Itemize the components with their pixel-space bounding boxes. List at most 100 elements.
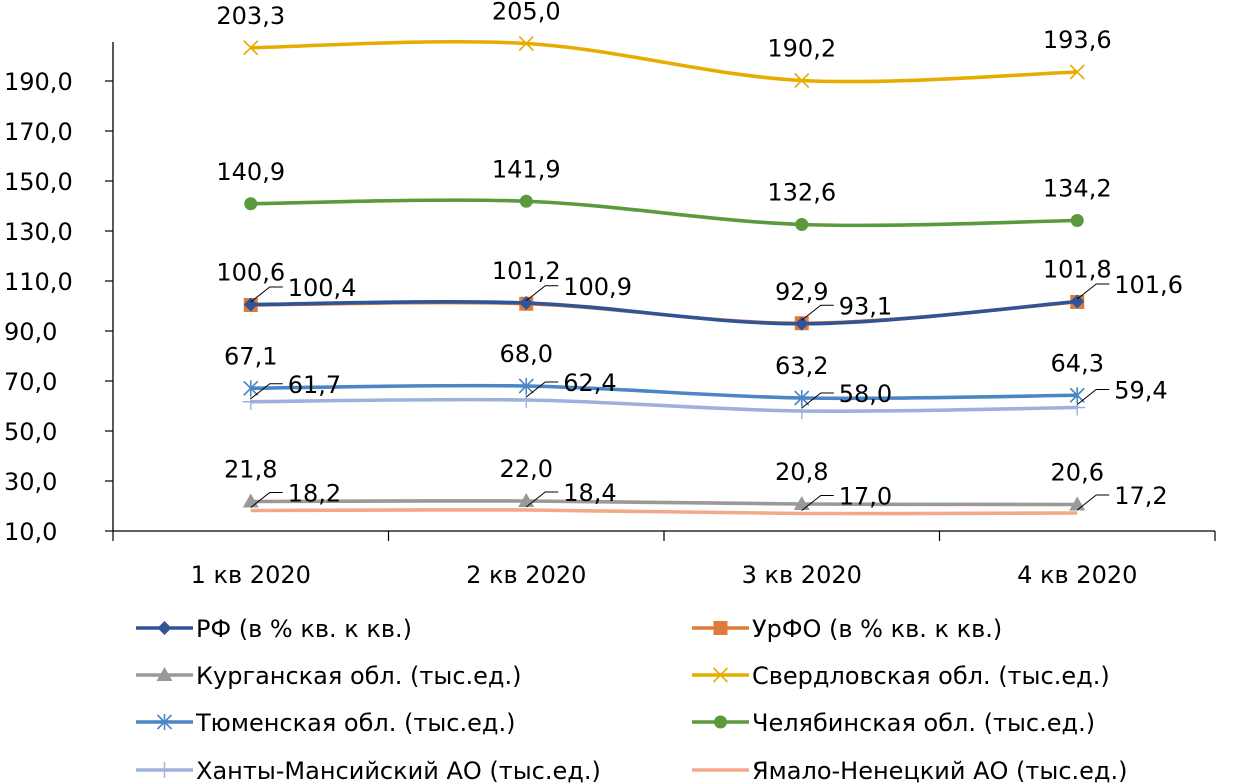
leader-line xyxy=(250,286,283,303)
series-4 xyxy=(243,35,1085,89)
series-layer xyxy=(242,35,1086,516)
legend-item-4: Свердловская обл. (тыс.ед.) xyxy=(692,662,1110,690)
legend-item-2: УрФО (в % кв. к кв.) xyxy=(692,615,1002,643)
data-label: 193,6 xyxy=(1043,26,1112,54)
data-point xyxy=(243,380,259,397)
legend-label: Ямало-Ненецкий АО (тыс.ед.) xyxy=(752,757,1128,783)
legend-item-5: Тюменская обл. (тыс.ед.) xyxy=(136,709,515,737)
series-5 xyxy=(243,378,1085,406)
data-point xyxy=(243,40,259,56)
y-tick-label: 10,0 xyxy=(4,518,57,546)
legend-item-6: Челябинская обл. (тыс.ед.) xyxy=(692,709,1095,737)
data-label: 59,4 xyxy=(1114,377,1167,405)
data-point xyxy=(795,218,809,231)
leader-line xyxy=(801,495,834,511)
series-line xyxy=(250,383,1078,401)
series-6 xyxy=(244,194,1084,231)
data-label: 205,0 xyxy=(492,0,561,26)
x-tick-label: 4 кв 2020 xyxy=(1017,561,1137,589)
series-line xyxy=(250,39,1078,84)
y-tick-label: 110,0 xyxy=(4,268,73,296)
legend: РФ (в % кв. к кв.) УрФО (в % кв. к кв.) Ку… xyxy=(136,615,1128,783)
series-line xyxy=(250,499,1078,507)
leader-line xyxy=(250,492,283,508)
data-label: 190,2 xyxy=(767,35,836,63)
legend-marker xyxy=(156,667,173,681)
data-point xyxy=(794,316,809,331)
data-label: 100,9 xyxy=(563,273,632,301)
data-label: 68,0 xyxy=(500,340,553,368)
series-line xyxy=(250,508,1078,516)
data-point xyxy=(519,194,533,208)
legend-marker xyxy=(713,621,728,635)
series-7 xyxy=(242,392,1086,419)
legend-label: Тюменская обл. (тыс.ед.) xyxy=(195,709,515,737)
legend-marker xyxy=(156,762,173,778)
data-label: 20,8 xyxy=(775,458,828,486)
leader-line xyxy=(525,285,559,302)
y-tick-label: 50,0 xyxy=(4,418,57,446)
data-point xyxy=(243,297,258,312)
data-point xyxy=(519,296,534,310)
legend-label: Свердловская обл. (тыс.ед.) xyxy=(752,662,1110,690)
y-tick-label: 70,0 xyxy=(4,368,57,396)
series-1 xyxy=(243,294,1085,331)
legend-marker xyxy=(712,667,729,683)
data-label: 100,4 xyxy=(288,274,357,302)
data-label: 20,6 xyxy=(1051,459,1104,487)
data-label: 22,0 xyxy=(500,455,553,483)
y-tick-label: 90,0 xyxy=(4,318,57,346)
data-point xyxy=(242,393,259,410)
data-label: 101,8 xyxy=(1043,256,1112,284)
data-label: 141,9 xyxy=(492,155,561,183)
leader-line xyxy=(801,304,834,321)
data-label: 134,2 xyxy=(1043,175,1112,203)
data-label: 61,7 xyxy=(288,371,341,399)
series-line xyxy=(250,397,1078,414)
data-label: 132,6 xyxy=(767,179,836,207)
data-label: 100,6 xyxy=(216,259,285,287)
data-label: 17,0 xyxy=(839,483,892,511)
y-tick-label: 190,0 xyxy=(4,68,73,96)
x-tick-label: 1 кв 2020 xyxy=(191,561,311,589)
data-label: 64,3 xyxy=(1051,349,1104,377)
y-tick-label: 150,0 xyxy=(4,168,73,196)
data-point xyxy=(794,390,810,406)
leader-line xyxy=(525,381,559,398)
legend-label: Курганская обл. (тыс.ед.) xyxy=(196,662,522,690)
data-label: 18,4 xyxy=(563,479,616,507)
legend-marker xyxy=(157,621,172,635)
data-label: 62,4 xyxy=(563,369,616,397)
data-labels: 100,6 101,2 92,9 101,8 21,8 22,0 20,8 20,6 203,3… xyxy=(216,0,1183,511)
leader-line xyxy=(1076,283,1110,300)
data-point xyxy=(793,496,810,510)
legend-marker xyxy=(714,715,727,729)
data-label: 17,2 xyxy=(1114,482,1167,510)
data-point xyxy=(244,197,258,211)
legend-item-1: РФ (в % кв. к кв.) xyxy=(136,615,412,643)
data-point xyxy=(518,392,535,408)
y-tick-label: 30,0 xyxy=(4,468,57,496)
data-point xyxy=(518,35,534,52)
data-point xyxy=(1070,294,1085,309)
y-tick-label: 170,0 xyxy=(4,118,73,146)
x-tick-label: 2 кв 2020 xyxy=(466,561,586,589)
data-point xyxy=(1069,387,1085,404)
legend-item-7: Ханты-Мансийский АО (тыс.ед.) xyxy=(136,757,601,783)
data-label: 101,2 xyxy=(492,257,561,285)
data-point xyxy=(1070,214,1084,227)
legend-marker xyxy=(156,714,173,730)
y-tick-label: 130,0 xyxy=(4,218,73,246)
data-label: 67,1 xyxy=(224,342,277,370)
leader-line xyxy=(250,383,283,400)
data-label: 101,6 xyxy=(1114,271,1183,299)
legend-label: Челябинская обл. (тыс.ед.) xyxy=(752,709,1095,737)
x-tick-label: 3 кв 2020 xyxy=(742,561,862,589)
data-label: 18,2 xyxy=(288,480,341,508)
series-8 xyxy=(250,508,1078,516)
series-3 xyxy=(242,493,1086,511)
data-point xyxy=(518,378,534,394)
y-axis-ticks: 10,0 30,0 50,0 70,0 90,0 110,0 130,0 150,0 170,0… xyxy=(4,68,113,546)
data-label: 63,2 xyxy=(775,352,828,380)
